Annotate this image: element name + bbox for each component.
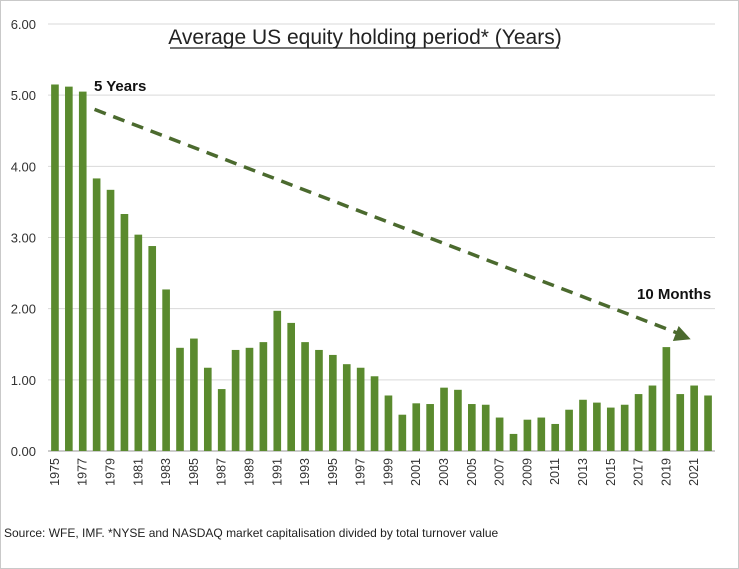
x-axis-ticks: 1975 1977 1979 1981 1983 1985 1987 1989 1991 1993…	[48, 458, 701, 486]
bar-2011	[551, 423, 560, 451]
y-tick-label: 3.00	[11, 231, 36, 246]
y-tick-label: 5.00	[11, 88, 36, 103]
bar-1979	[106, 189, 115, 451]
bar-1985	[190, 338, 198, 451]
bar-1995	[329, 354, 337, 451]
x-tick-label: 1995	[326, 458, 340, 486]
x-tick-label: 2011	[548, 458, 562, 485]
bar-1980	[120, 214, 129, 451]
x-tick-label: 1997	[354, 458, 368, 486]
bar-2001	[412, 403, 421, 451]
x-tick-label: 1983	[159, 458, 173, 486]
bar-1988	[231, 349, 240, 451]
x-tick-label: 1999	[381, 458, 395, 486]
bar-1990	[259, 342, 268, 451]
x-tick-label: 1985	[187, 458, 201, 486]
bar-1986	[203, 367, 212, 451]
source-note: Source: WFE, IMF. *NYSE and NASDAQ marke…	[4, 526, 499, 540]
bar-2022	[704, 395, 712, 451]
bar-1975	[51, 84, 59, 452]
x-tick-label: 2007	[493, 458, 507, 486]
bar-2009	[523, 419, 532, 451]
y-tick-label: 4.00	[11, 159, 36, 174]
x-tick-label: 1991	[270, 458, 284, 486]
bar-1983	[162, 289, 170, 451]
x-tick-label: 2005	[465, 458, 479, 486]
x-tick-label: 2019	[659, 458, 673, 486]
bar-2010	[537, 417, 546, 451]
bar-2019	[662, 347, 671, 451]
trend-arrow	[93, 107, 691, 341]
bar-1982	[148, 246, 157, 451]
annotation-5-years: 5 Years	[94, 78, 146, 95]
x-tick-label: 2009	[520, 458, 534, 486]
trend-line	[93, 107, 682, 336]
bar-2018	[648, 385, 657, 451]
bar-2005	[468, 404, 476, 451]
bar-2007	[495, 417, 504, 451]
annotation-10-months: 10 Months	[637, 286, 711, 303]
bar-2003	[440, 387, 448, 451]
x-tick-label: 2021	[687, 458, 701, 486]
trend-arrowhead	[672, 326, 691, 341]
bar-2017	[634, 394, 643, 451]
bar-2008	[509, 433, 518, 451]
x-tick-label: 2015	[604, 458, 618, 486]
bar-1996	[342, 364, 351, 451]
bar-1981	[134, 234, 143, 451]
gridlines	[48, 23, 715, 452]
bar-2021	[690, 385, 698, 451]
bar-1997	[356, 367, 365, 451]
bar-1999	[384, 395, 393, 451]
bar-2014	[593, 402, 601, 451]
bar-2000	[398, 414, 407, 451]
bar-2016	[620, 404, 629, 451]
bars-group	[51, 84, 712, 452]
x-tick-label: 2017	[632, 458, 646, 486]
chart-title: Average US equity holding period* (Years…	[168, 26, 561, 49]
x-tick-label: 1981	[131, 458, 145, 486]
x-tick-label: 1989	[242, 458, 256, 486]
bar-2012	[565, 409, 573, 451]
y-tick-label: 1.00	[11, 373, 36, 388]
bar-2015	[606, 407, 615, 451]
x-tick-label: 2013	[576, 458, 590, 486]
x-tick-label: 1979	[104, 458, 118, 486]
bar-1994	[315, 349, 323, 451]
x-tick-label: 2001	[409, 458, 423, 486]
bar-2004	[454, 389, 462, 451]
y-tick-label: 6.00	[11, 17, 36, 32]
bar-2002	[426, 404, 434, 451]
y-tick-label: 2.00	[11, 302, 36, 317]
bar-1998	[370, 376, 379, 451]
bar-2020	[676, 394, 685, 451]
x-tick-label: 1975	[48, 458, 62, 486]
bar-1993	[301, 342, 309, 451]
x-tick-label: 1993	[298, 458, 312, 486]
x-tick-label: 1977	[76, 458, 90, 486]
y-axis-ticks: 0.00 1.00 2.00 3.00 4.00 5.00 6.00	[11, 17, 36, 459]
bar-1977	[78, 91, 87, 452]
bar-1978	[92, 178, 101, 451]
bar-1989	[245, 347, 254, 451]
bar-2006	[481, 404, 490, 451]
bar-1984	[176, 347, 184, 451]
bar-1991	[273, 310, 282, 451]
bar-1987	[217, 389, 226, 451]
bar-1976	[65, 86, 73, 451]
bar-1992	[287, 322, 295, 451]
x-tick-label: 1987	[215, 458, 229, 486]
bar-2013	[579, 399, 587, 451]
x-tick-label: 2003	[437, 458, 451, 486]
y-tick-label: 0.00	[11, 444, 36, 459]
